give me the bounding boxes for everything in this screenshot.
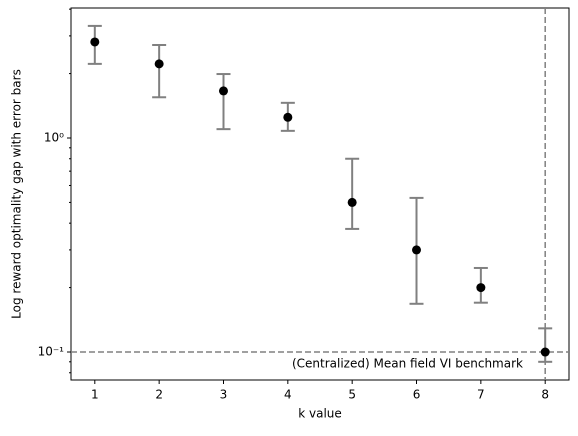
x-tick-label: 4 (284, 388, 292, 402)
y-axis-label: Log reward optimality gap with error bar… (10, 69, 24, 319)
x-tick-label: 3 (220, 388, 228, 402)
x-tick-label: 8 (541, 388, 549, 402)
x-tick-label: 1 (91, 388, 99, 402)
point (90, 37, 100, 47)
y-tick-label: 10⁰ (44, 131, 64, 145)
x-axis-label: k value (298, 407, 342, 421)
point (540, 347, 550, 357)
point (218, 86, 228, 96)
point (347, 197, 357, 207)
x-tick-label: 7 (477, 388, 485, 402)
x-tick-label: 6 (413, 388, 421, 402)
point (476, 283, 486, 293)
annotation: (Centralized) Mean field VI benchmark (292, 357, 523, 371)
point (283, 112, 293, 122)
plot-frame (70, 7, 570, 381)
x-tick-label: 5 (348, 388, 356, 402)
point (412, 245, 422, 255)
x-tick-label: 2 (155, 388, 163, 402)
y-tick-label: 10⁻¹ (38, 345, 65, 359)
point (154, 59, 164, 69)
